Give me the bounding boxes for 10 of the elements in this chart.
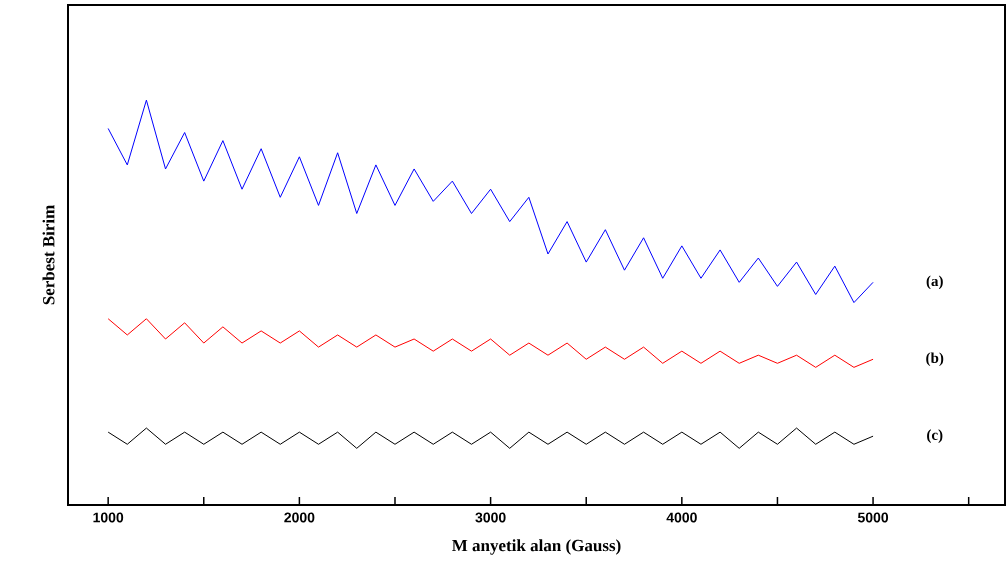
x-tick-label: 1000	[93, 512, 124, 523]
x-tick-label: 2000	[284, 512, 315, 523]
y-axis-title: Serbest Birim	[42, 205, 55, 305]
text: (a)	[926, 275, 943, 290]
x-tick-label: 5000	[857, 512, 889, 523]
text: (c)	[927, 429, 943, 443]
x-axis-title: M anyetik alan (Gauss)	[452, 539, 621, 555]
text: (b)	[926, 352, 944, 367]
x-tick-label: 4000	[666, 512, 697, 523]
x-tick-label: 3000	[475, 512, 506, 523]
